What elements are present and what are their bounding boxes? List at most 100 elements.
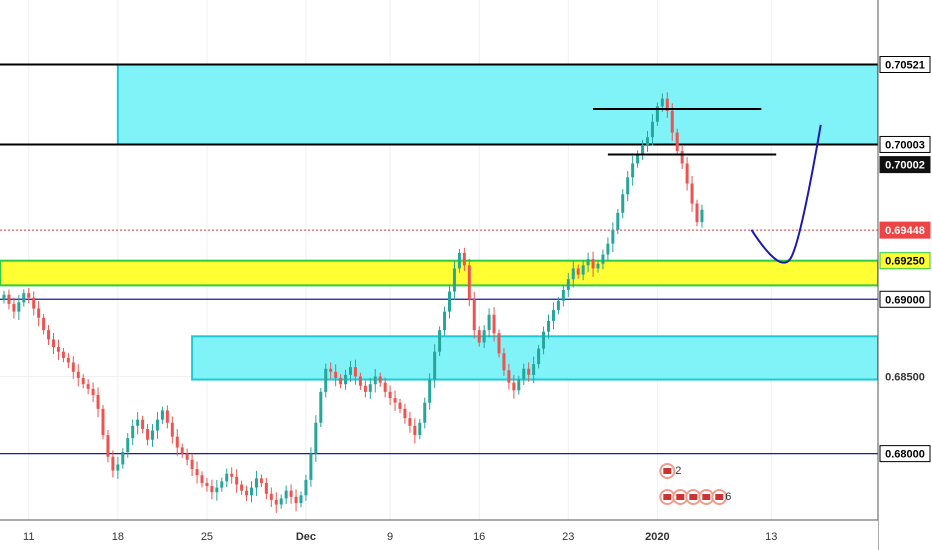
candle-127 — [631, 163, 635, 178]
candle-37 — [185, 453, 189, 460]
candle-22 — [111, 456, 115, 471]
candle-56 — [279, 498, 283, 505]
x-tick-label-0: 11 — [23, 531, 34, 543]
event-flag-4[interactable] — [711, 489, 728, 505]
candle-82 — [408, 418, 412, 426]
y-label-box-7 — [879, 445, 931, 463]
candle-132 — [655, 106, 659, 122]
candle-41 — [205, 482, 209, 487]
x-tick-label-8: 13 — [765, 531, 777, 543]
candle-6 — [32, 297, 36, 309]
candle-30 — [151, 430, 154, 440]
candle-89 — [443, 311, 447, 331]
candle-109 — [542, 331, 546, 349]
y-label-box-5 — [879, 290, 931, 308]
flag-icon — [702, 494, 711, 500]
candle-72 — [358, 376, 362, 386]
y-tick-label-6: 0.68500 — [885, 371, 925, 383]
zone-0 — [116, 63, 880, 146]
candle-79 — [393, 398, 397, 403]
candle-21 — [106, 435, 110, 457]
event-flag-0[interactable] — [659, 489, 676, 505]
candle-45 — [225, 473, 229, 482]
y-label-box-4 — [879, 252, 931, 270]
candle-84 — [418, 422, 422, 436]
candle-40 — [200, 475, 204, 483]
candle-86 — [428, 379, 432, 403]
candle-0 — [2, 294, 6, 300]
candle-99 — [492, 314, 496, 334]
candle-10 — [52, 339, 55, 348]
y-label-box-3 — [879, 221, 931, 239]
candle-55 — [274, 499, 278, 505]
candle-31 — [155, 419, 159, 431]
flag-icon — [676, 494, 685, 500]
candle-122 — [606, 243, 610, 255]
drawings-layer — [593, 107, 822, 264]
candle-124 — [616, 212, 620, 230]
candle-26 — [131, 425, 135, 439]
candle-136 — [675, 132, 679, 152]
candle-108 — [537, 348, 541, 365]
economic-events[interactable]: 222336 — [659, 463, 731, 505]
candle-19 — [96, 394, 100, 409]
candle-91 — [452, 268, 456, 292]
candle-42 — [210, 486, 214, 493]
flag-icon — [663, 494, 672, 500]
candle-73 — [363, 385, 367, 392]
candle-139 — [690, 183, 694, 204]
candle-125 — [621, 194, 625, 213]
event-count-4: 6 — [725, 491, 731, 503]
candle-87 — [433, 351, 437, 380]
candle-97 — [482, 330, 486, 343]
event-count-top: 2 — [675, 465, 681, 477]
event-flag-2[interactable] — [685, 489, 702, 505]
zone-2 — [0, 259, 879, 287]
y-label-box-0 — [879, 56, 931, 74]
candle-23 — [116, 464, 120, 471]
event-flag-3[interactable] — [698, 489, 715, 505]
candle-1 — [7, 294, 11, 304]
candle-121 — [601, 254, 605, 264]
candle-128 — [636, 154, 640, 164]
x-tick-label-6: 23 — [562, 531, 574, 543]
event-flag-top[interactable] — [659, 463, 676, 479]
candle-96 — [477, 330, 481, 343]
candle-32 — [160, 410, 164, 420]
y-tick-label-4: 0.69250 — [885, 256, 925, 268]
candle-129 — [641, 144, 645, 155]
event-flag-1[interactable] — [672, 489, 689, 505]
y-label-box-2 — [879, 156, 931, 174]
flag-icon — [715, 494, 724, 500]
candle-134 — [665, 98, 669, 111]
candle-137 — [680, 151, 684, 164]
flag-icon — [663, 468, 672, 474]
candle-18 — [91, 388, 95, 395]
candle-14 — [71, 362, 75, 372]
candle-77 — [383, 382, 387, 392]
x-tick-label-3: Dec — [296, 531, 316, 543]
x-tick-label-5: 16 — [473, 531, 485, 543]
candle-92 — [457, 252, 461, 269]
candle-59 — [294, 496, 298, 504]
candle-105 — [522, 368, 526, 380]
candle-51 — [254, 478, 258, 488]
candle-36 — [180, 447, 184, 454]
candle-28 — [141, 419, 145, 429]
candle-12 — [61, 351, 65, 358]
candle-35 — [175, 436, 179, 448]
candle-33 — [165, 410, 169, 423]
candle-44 — [220, 481, 224, 488]
time-axis-bg — [0, 520, 878, 550]
candle-7 — [37, 308, 41, 318]
y-tick-label-7: 0.68000 — [885, 449, 925, 461]
candle-54 — [269, 493, 273, 500]
candle-58 — [289, 490, 293, 497]
x-tick-label-1: 18 — [112, 531, 124, 543]
y-tick-label-5: 0.69000 — [885, 294, 925, 306]
candle-29 — [146, 428, 150, 440]
candle-117 — [581, 265, 585, 275]
levels-layer — [0, 63, 878, 455]
